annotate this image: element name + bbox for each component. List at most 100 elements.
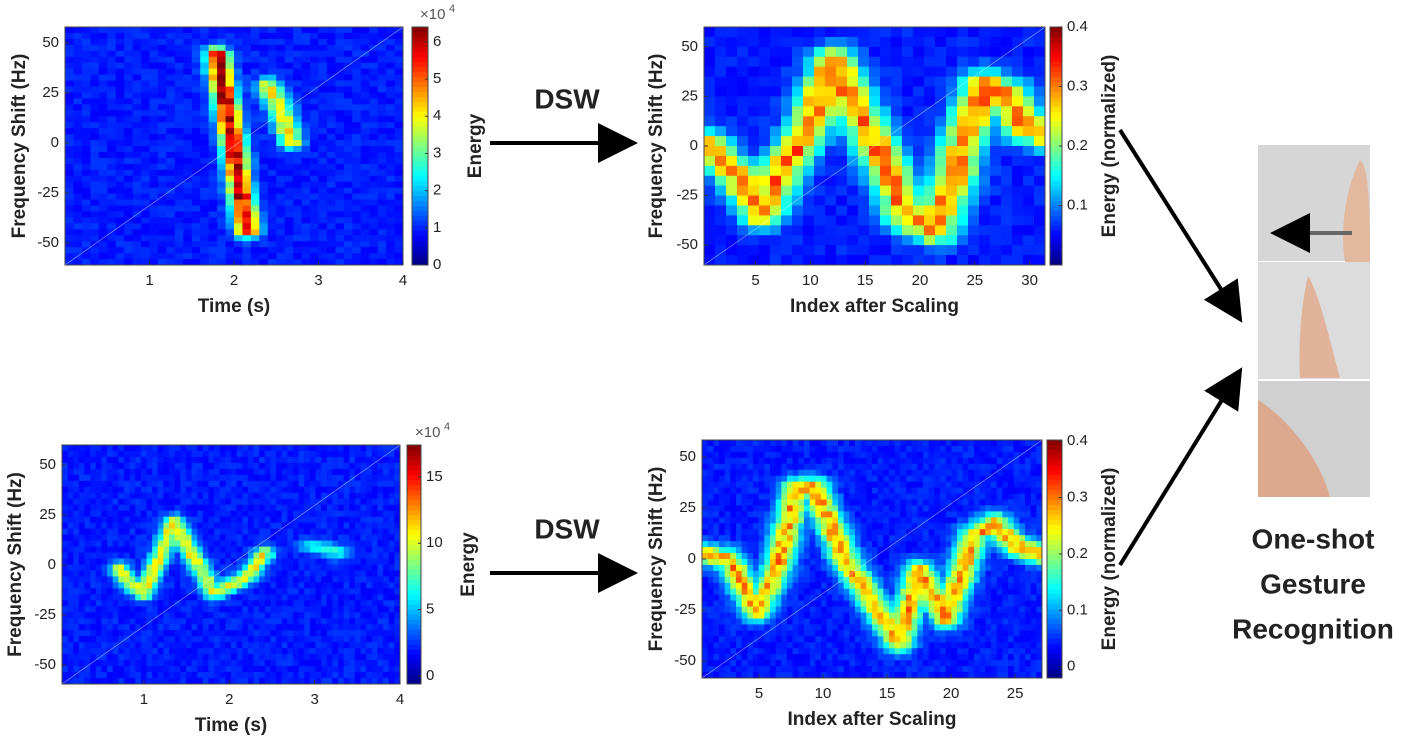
heatmap-cell (158, 92, 167, 98)
heatmap-cell (704, 37, 716, 47)
heatmap-cell (770, 136, 782, 146)
heatmap-cell (82, 128, 91, 134)
heatmap-cell (335, 211, 344, 217)
heatmap-cell (141, 612, 147, 618)
heatmap-cell (113, 469, 119, 475)
heatmap-cell (183, 164, 192, 170)
heatmap-cell (395, 211, 404, 217)
heatmap-cell (259, 69, 268, 75)
heatmap-cell (248, 463, 254, 469)
heatmap-cell (116, 241, 125, 247)
heatmap-cell (338, 624, 344, 630)
heatmap-cell (147, 517, 153, 523)
heatmap-cell (847, 126, 859, 136)
heatmap-cell (1001, 225, 1013, 235)
heatmap-cell (124, 182, 133, 188)
heatmap-cell (378, 57, 387, 63)
heatmap-cell (366, 547, 372, 553)
result-label: Gesture (1260, 568, 1366, 599)
heatmap-cell (62, 666, 68, 672)
heatmap-cell (192, 606, 198, 612)
heatmap-cell (152, 654, 158, 660)
heatmap-cell (209, 146, 218, 152)
heatmap-cell (90, 636, 96, 642)
heatmap-cell (101, 517, 107, 523)
heatmap-cell (913, 206, 925, 216)
heatmap-cell (101, 487, 107, 493)
heatmap-cell (781, 77, 793, 87)
heatmap-cell (310, 570, 316, 576)
heatmap-cell (141, 87, 150, 93)
heatmap-cell (383, 469, 389, 475)
heatmap-cell (186, 594, 192, 600)
heatmap-cell (135, 588, 141, 594)
heatmap-cell (1034, 37, 1046, 47)
heatmap-cell (946, 206, 958, 216)
heatmap-cell (386, 128, 395, 134)
heatmap-cell (175, 570, 181, 576)
heatmap-cell (338, 576, 344, 582)
heatmap-cell (344, 565, 350, 571)
colorbar-cell (1050, 136, 1062, 141)
heatmap-cell (327, 152, 336, 158)
heatmap-cell (242, 535, 248, 541)
heatmap-cell (118, 660, 124, 666)
heatmap-cell (1012, 106, 1024, 116)
heatmap-cell (361, 487, 367, 493)
heatmap-cell (152, 642, 158, 648)
colorbar-cell (407, 515, 421, 520)
heatmap-cell (352, 229, 361, 235)
heatmap-cell (880, 146, 892, 156)
heatmap-cell (316, 642, 322, 648)
heatmap-cell (107, 140, 116, 146)
heatmap-cell (147, 475, 153, 481)
heatmap-cell (158, 475, 164, 481)
heatmap-cell (386, 51, 395, 57)
heatmap-cell (217, 116, 226, 122)
heatmap-cell (150, 217, 159, 223)
heatmap-cell (130, 594, 136, 600)
heatmap-cell (302, 75, 311, 81)
heatmap-cell (158, 463, 164, 469)
heatmap-cell (107, 600, 113, 606)
heatmap-cell (282, 535, 288, 541)
heatmap-cell (85, 481, 91, 487)
heatmap-cell (248, 493, 254, 499)
heatmap-cell (383, 612, 389, 618)
heatmap-cell (282, 559, 288, 565)
heatmap-cell (321, 553, 327, 559)
heatmap-cell (99, 140, 108, 146)
heatmap-cell (251, 182, 260, 188)
heatmap-cell (344, 612, 350, 618)
heatmap-cell (316, 565, 322, 571)
heatmap-cell (1012, 225, 1024, 235)
heatmap-cell (332, 547, 338, 553)
heatmap-cell (858, 37, 870, 47)
heatmap-cell (781, 87, 793, 97)
heatmap-cell (293, 505, 299, 511)
colorbar-cell (407, 550, 421, 555)
heatmap-cell (383, 672, 389, 678)
heatmap-cell (327, 241, 336, 247)
heatmap-cell (759, 176, 771, 186)
heatmap-cell (163, 547, 169, 553)
heatmap-cell (90, 69, 99, 75)
heatmap-cell (209, 170, 218, 176)
heatmap-cell (304, 463, 310, 469)
heatmap-cell (378, 188, 387, 194)
heatmap-cell (355, 481, 361, 487)
heatmap-cell (152, 594, 158, 600)
heatmap-cell (344, 87, 353, 93)
heatmap-cell (1023, 96, 1035, 106)
heatmap-cell (152, 511, 158, 517)
heatmap-cell (361, 600, 367, 606)
heatmap-cell (293, 511, 299, 517)
heatmap-cell (68, 654, 74, 660)
heatmap-cell (248, 529, 254, 535)
colorbar-cell (412, 141, 428, 146)
heatmap-cell (704, 166, 716, 176)
heatmap-cell (99, 164, 108, 170)
heatmap-cell (1034, 47, 1046, 57)
heatmap-cell (163, 559, 169, 565)
heatmap-cell (361, 529, 367, 535)
